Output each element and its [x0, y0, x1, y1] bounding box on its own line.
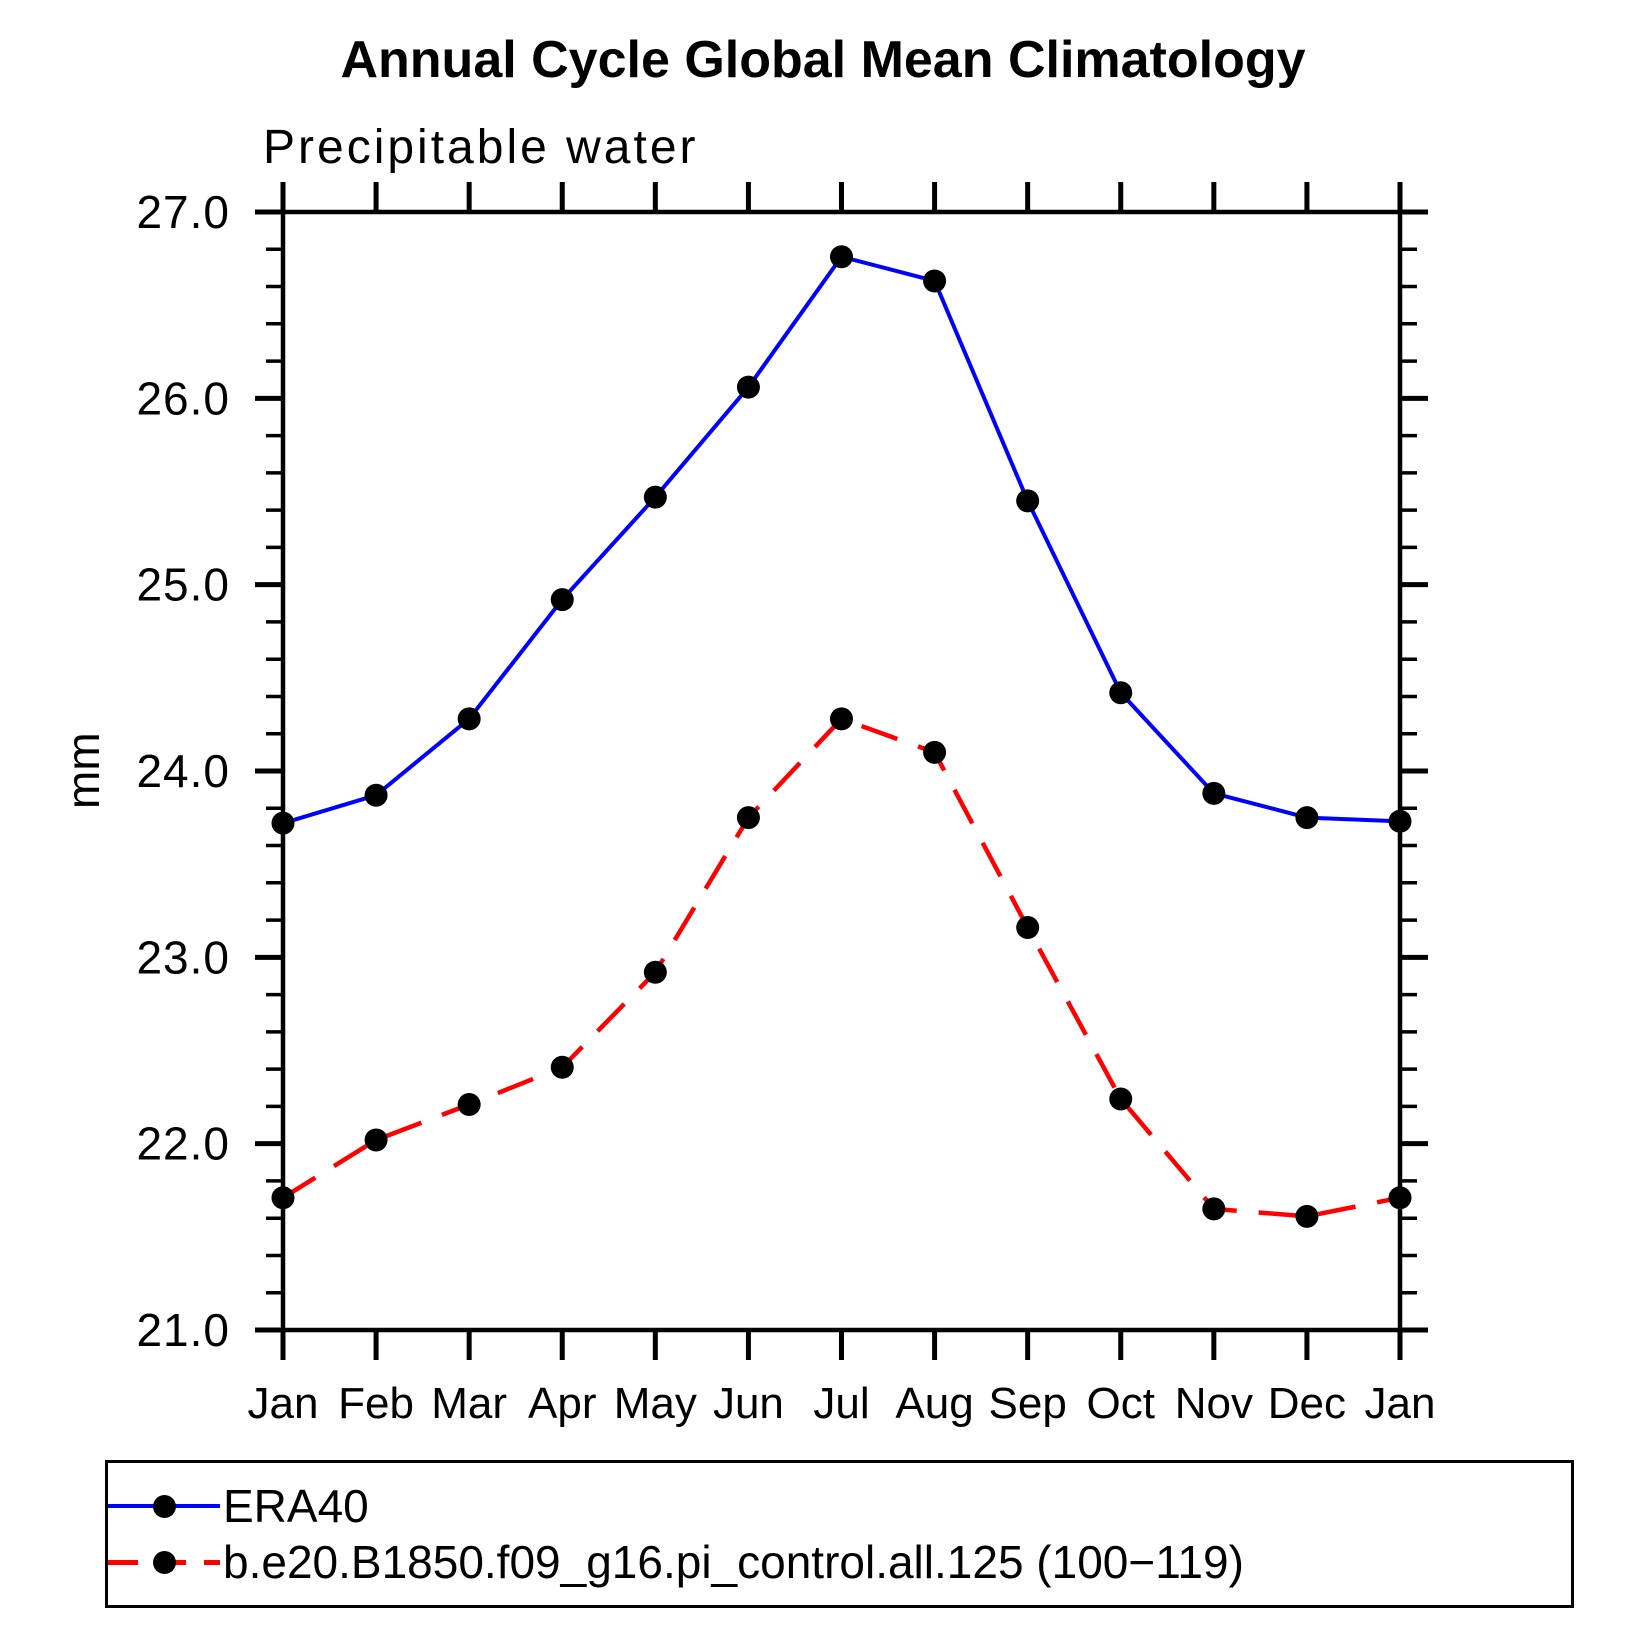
- data-point-marker: [550, 1055, 574, 1079]
- data-point-marker: [736, 375, 760, 399]
- legend-line-sample-dashed: [108, 1548, 220, 1576]
- y-tick-label: 25.0: [136, 559, 230, 611]
- data-point-marker: [830, 245, 853, 269]
- data-point-marker: [271, 811, 295, 835]
- y-tick-label: 27.0: [136, 186, 230, 238]
- x-tick-label: Nov: [1175, 1379, 1253, 1428]
- data-point-marker: [1388, 809, 1412, 833]
- x-tick-label: Jul: [813, 1379, 869, 1428]
- data-point-marker: [1109, 1087, 1133, 1111]
- data-point-marker: [550, 588, 574, 612]
- chart-title: Annual Cycle Global Mean Climatology: [340, 31, 1306, 89]
- data-point-marker: [923, 269, 947, 293]
- x-tick-label: Jun: [713, 1379, 784, 1428]
- legend-box: ERA40 b.e20.B1850.f09_g16.pi_control.all…: [105, 1460, 1574, 1608]
- y-tick-label: 22.0: [136, 1118, 230, 1170]
- y-tick-label: 21.0: [136, 1304, 230, 1356]
- x-tick-label: May: [614, 1379, 697, 1428]
- y-tick-label: 23.0: [136, 931, 230, 983]
- x-tick-label: Feb: [338, 1379, 414, 1428]
- legend-line-sample-solid: [108, 1492, 220, 1520]
- legend-entry-model: b.e20.B1850.f09_g16.pi_control.all.125 (…: [108, 1534, 1571, 1590]
- legend-label-model: b.e20.B1850.f09_g16.pi_control.all.125 (…: [223, 1536, 1244, 1588]
- x-tick-label: Sep: [989, 1379, 1067, 1428]
- legend-marker-dot: [152, 1550, 176, 1574]
- legend-label-era40: ERA40: [223, 1480, 369, 1532]
- x-tick-label: Dec: [1268, 1379, 1346, 1428]
- x-tick-label: Aug: [895, 1379, 973, 1428]
- data-point-marker: [1202, 1197, 1226, 1221]
- legend-entry-era40: ERA40: [108, 1478, 1571, 1534]
- x-tick-label: Mar: [431, 1379, 507, 1428]
- series-line-1: [281, 716, 1401, 1219]
- data-point-marker: [643, 485, 667, 509]
- axis-box: [280, 209, 1403, 1333]
- data-point-marker: [271, 1186, 295, 1210]
- x-tick-label: Jan: [1365, 1379, 1436, 1428]
- data-point-marker: [1295, 1204, 1319, 1228]
- data-point-marker: [736, 806, 760, 830]
- data-point-marker: [830, 707, 853, 731]
- data-point-marker: [457, 707, 481, 731]
- data-point-marker: [1202, 781, 1226, 805]
- series-line-0: [282, 254, 1401, 826]
- y-tick-label: 26.0: [136, 372, 230, 424]
- data-point-marker: [364, 783, 388, 807]
- data-point-marker: [643, 960, 667, 984]
- x-tick-label: Jan: [248, 1379, 319, 1428]
- data-point-marker: [1109, 681, 1133, 705]
- data-point-marker: [364, 1128, 388, 1152]
- x-tick-label: Apr: [528, 1379, 596, 1428]
- data-point-marker: [1016, 916, 1040, 940]
- data-point-marker: [457, 1093, 481, 1117]
- data-point-marker: [1388, 1186, 1412, 1210]
- data-point-marker: [923, 740, 947, 764]
- data-point-marker: [1295, 806, 1319, 830]
- legend-marker-dot: [152, 1494, 176, 1518]
- chart-subtitle: Precipitable water: [263, 121, 699, 174]
- y-tick-label: 24.0: [136, 745, 230, 797]
- x-tick-label: Oct: [1087, 1379, 1155, 1428]
- data-point-marker: [1016, 489, 1040, 513]
